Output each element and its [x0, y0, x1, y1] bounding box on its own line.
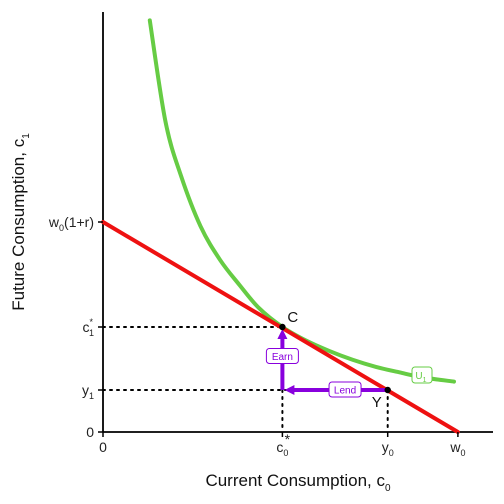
point-label-y: Y [372, 394, 382, 411]
x-tick-label-main-0: 0 [99, 439, 107, 455]
x-axis-title-subscript: 0 [385, 483, 391, 494]
y-tick-label-main-1: y [82, 382, 89, 398]
y-axis-title-subscript: 1 [21, 133, 32, 139]
x-tick-label-0: 0 [99, 439, 107, 455]
y-tick-label-2: c* 1 [82, 317, 94, 338]
y-tick-label-suffix-3: (1+r) [64, 214, 94, 230]
y-tick-label-sup-2: * [89, 317, 93, 327]
indifference-curve-label-subscript: 1 [423, 377, 427, 384]
x-tick-label-3: w0 [449, 439, 465, 458]
x-tick-label-sup-1: * [285, 431, 291, 447]
y-axis-title: Future Consumption, c1 [9, 133, 32, 311]
x-tick-label-sub-1: 0 [283, 448, 288, 458]
x-tick-label-main-3: w [449, 439, 461, 455]
x-tick-label-main-2: y [382, 439, 389, 455]
y-tick-label-main-0: 0 [86, 424, 94, 440]
point-y [384, 386, 391, 394]
x-tick-label-sub-3: 0 [460, 448, 465, 458]
point-c [279, 323, 286, 331]
arrow-tag-lend [328, 381, 362, 398]
x-tick-label-1: c0 [276, 439, 288, 458]
y-tick-label-main-2: c [82, 319, 89, 335]
x-tick-label-main-1: c [276, 439, 283, 455]
y-tick-label-3: w0(1+r) [48, 214, 94, 233]
y-tick-label-main-3: w [48, 214, 60, 230]
y-tick-label-sub-2: 1 [89, 328, 94, 338]
indifference-curve-tag [411, 366, 433, 384]
indifference-curve-label: U1 [415, 371, 426, 384]
arrow-label-earn: Earn [272, 352, 293, 363]
x-tick-label-2: y0 [382, 439, 394, 458]
y-tick-label-sub-1: 1 [89, 391, 94, 401]
arrow-tag-earn [265, 348, 299, 364]
y-tick-label-1: y1 [82, 382, 94, 401]
x-axis-title: Current Consumption, c0 [205, 471, 391, 494]
y-tick-label-0: 0 [86, 424, 94, 440]
y-axis-title-text: Future Consumption, c [9, 138, 28, 310]
arrow-label-lend: Lend [334, 386, 356, 397]
point-label-c: C [287, 309, 298, 326]
x-axis-title-text: Current Consumption, c [205, 471, 385, 490]
y-tick-label-sub-3: 0 [59, 223, 64, 233]
x-tick-label-sub-2: 0 [389, 448, 394, 458]
indifference-curve-label-text: U [415, 371, 422, 382]
